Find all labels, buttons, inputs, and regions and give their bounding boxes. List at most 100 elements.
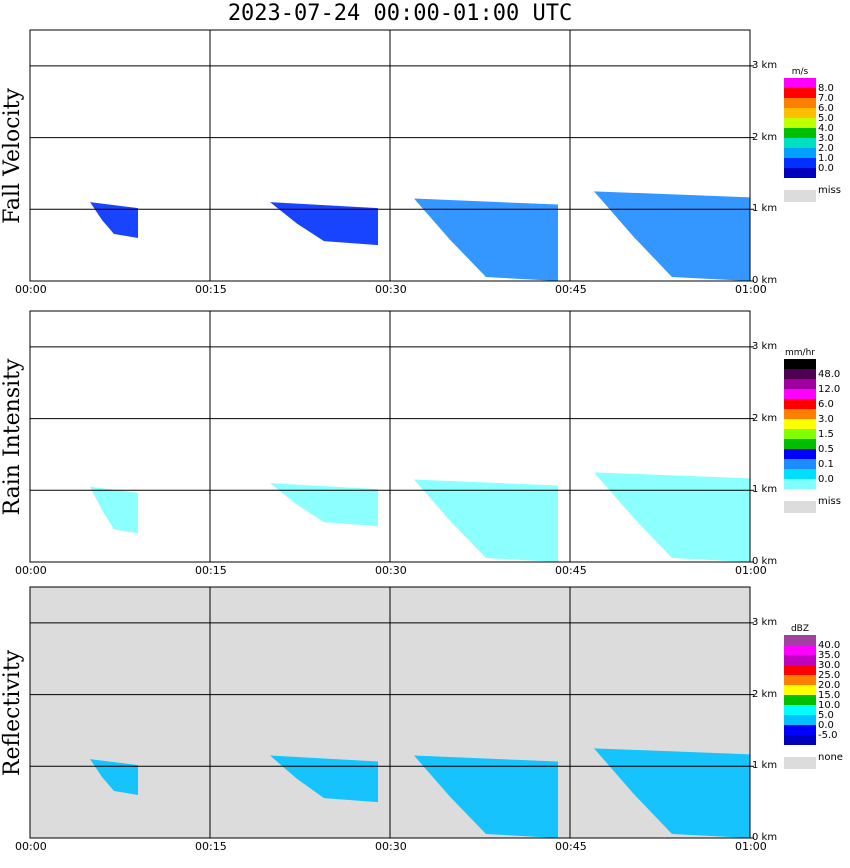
legend-label: 8.0 [818,83,834,94]
legend-swatch [784,158,816,168]
legend-label: 6.0 [818,103,834,114]
legend-label: 15.0 [818,690,841,701]
y-tick-label: 1 km [752,203,778,215]
legend-miss-label: none [818,752,843,763]
legend-label: 40.0 [818,640,841,651]
legend-swatch [784,459,816,469]
echo-region [594,472,750,562]
legend-label: 0.5 [818,444,834,455]
y-tick-label: 1 km [752,760,778,772]
legend-swatch [784,128,816,138]
echo-region [594,191,750,281]
legend-swatch [784,118,816,128]
y-tick-label: 2 km [752,412,778,424]
legend-swatch [784,148,816,158]
x-tick-label: 00:00 [15,283,47,296]
x-tick-label: 00:45 [555,283,587,296]
legend-swatch [784,715,816,725]
echo-region [90,202,138,238]
y-tick-label: 3 km [752,616,778,628]
echo-region [90,759,138,795]
legend-miss-swatch [784,190,816,202]
legend-swatch [784,439,816,449]
x-tick-label: 00:45 [555,840,587,853]
legend-label: 25.0 [818,670,841,681]
y-tick-label: 2 km [752,688,778,700]
y-tick-label: 0 km [752,556,778,567]
legend-label: 10.0 [818,700,841,711]
echo-region [594,748,750,838]
legend-label: 4.0 [818,123,834,134]
legend-miss-swatch [784,757,816,769]
legend-label: 5.0 [818,710,834,721]
x-tick-label: 00:15 [195,564,227,577]
legend-swatch [784,665,816,675]
legend-label: 0.1 [818,459,834,470]
legend-swatch [784,138,816,148]
legend-swatch [784,429,816,439]
legend-swatch [784,168,816,178]
legend-label: 6.0 [818,399,834,410]
x-tick-label: 01:00 [735,283,767,296]
legend-label: 7.0 [818,93,834,104]
legend-swatch [784,78,816,88]
legend-swatch [784,479,816,489]
y-axis-label: Reflectivity [0,649,25,776]
x-tick-label: 00:15 [195,283,227,296]
plot-frame [29,310,751,563]
legend-swatch [784,108,816,118]
y-tick-label: 0 km [752,832,778,843]
y-tick-label: 3 km [752,59,778,71]
legend-label: 48.0 [818,369,841,380]
legend-label: 35.0 [818,650,841,661]
legend-swatch [784,655,816,665]
legend-swatch [784,645,816,655]
legend-label: -5.0 [818,730,838,741]
panel-0 [29,29,816,282]
y-tick-label: 2 km [752,131,778,143]
x-tick-label: 01:00 [735,564,767,577]
legend-swatch [784,419,816,429]
legend-label: 0.0 [818,474,834,485]
legend-swatch [784,705,816,715]
echo-region [270,202,378,246]
legend-label: 1.0 [818,153,834,164]
legend-label: 5.0 [818,113,834,124]
legend-swatch [784,449,816,459]
x-tick-label: 00:30 [375,840,407,853]
legend-miss-swatch [784,501,816,513]
legend-swatch [784,409,816,419]
legend-label: 30.0 [818,660,841,671]
x-tick-label: 00:00 [15,564,47,577]
legend-label: 1.5 [818,429,834,440]
y-tick-label: 3 km [752,340,778,352]
y-tick-label: 1 km [752,484,778,496]
legend-swatch [784,399,816,409]
legend-swatch [784,695,816,705]
y-tick-label: 0 km [752,275,778,286]
x-tick-label: 00:45 [555,564,587,577]
legend-title: dBZ [790,624,810,634]
legend-swatch [784,379,816,389]
x-tick-label: 00:00 [15,840,47,853]
legend-label: 12.0 [818,384,841,395]
legend-swatch [784,725,816,735]
page-title: 2023-07-24 00:00-01:00 UTC [227,1,573,26]
legend-swatch [784,735,816,745]
x-tick-label: 01:00 [735,840,767,853]
legend-label: 3.0 [818,133,834,144]
echo-region [414,479,558,562]
plot-frame [29,29,751,282]
echo-region [270,755,378,803]
legend-title: m/s [791,67,809,77]
panel-2 [29,586,816,839]
x-tick-label: 00:30 [375,564,407,577]
legend-swatch [784,635,816,645]
legend-label: 20.0 [818,680,841,691]
legend-title: mm/hr [785,348,815,358]
echo-region [414,755,558,838]
legend-swatch [784,389,816,399]
legend-label: 2.0 [818,143,834,154]
legend-label: 0.0 [818,720,834,731]
